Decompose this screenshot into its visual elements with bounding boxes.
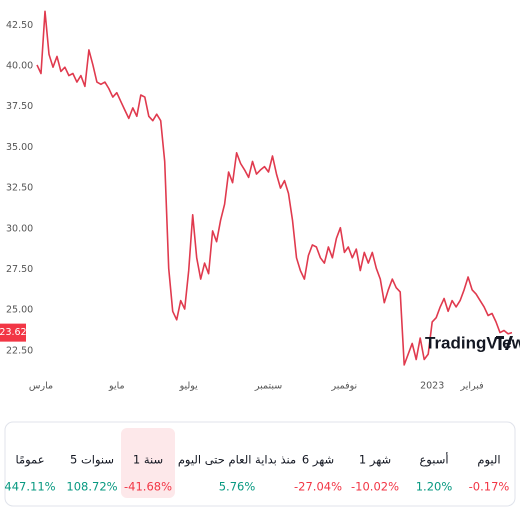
performance-item[interactable]: 6 شهر -27.04% bbox=[294, 453, 342, 494]
change-value: -0.17% bbox=[469, 480, 510, 494]
change-value: 447.11% bbox=[4, 480, 55, 494]
period-label: 5 سنوات bbox=[70, 453, 114, 468]
y-tick-label: 32.50 bbox=[6, 183, 33, 194]
period-label: 1 سنة bbox=[133, 453, 163, 467]
performance-item[interactable]: أسبوع 1.20% bbox=[416, 452, 453, 494]
period-label: اليوم bbox=[477, 453, 500, 468]
period-label: منذ بداية العام حتى اليوم bbox=[178, 453, 296, 468]
x-tick-label: مارس bbox=[29, 381, 53, 392]
performance-item[interactable]: 1 سنة -41.68% bbox=[121, 428, 175, 498]
y-tick-label: 30.00 bbox=[6, 223, 33, 234]
change-value: 108.72% bbox=[66, 480, 117, 494]
y-tick-label: 35.00 bbox=[6, 142, 33, 153]
watermark: TradingView bbox=[425, 333, 520, 352]
change-value: -10.02% bbox=[351, 480, 399, 494]
y-tick-label: 40.00 bbox=[6, 61, 33, 72]
performance-item[interactable]: 1 شهر -10.02% bbox=[351, 453, 399, 494]
x-tick-label: سبتمبر bbox=[254, 381, 282, 392]
performance-item[interactable]: اليوم -0.17% bbox=[469, 453, 510, 494]
change-value: -41.68% bbox=[124, 480, 172, 494]
y-tick-label: 42.50 bbox=[6, 20, 33, 31]
y-tick-label: 25.00 bbox=[6, 305, 33, 316]
performance-item[interactable]: 5 سنوات 108.72% bbox=[66, 453, 117, 494]
last-price-label: 23.62 bbox=[0, 327, 27, 338]
period-label: 6 شهر bbox=[302, 453, 334, 468]
period-label: عمومًا bbox=[15, 453, 44, 468]
logo-icon bbox=[496, 336, 513, 350]
x-tick-label: فبراير bbox=[459, 381, 483, 392]
x-tick-label: 2023 bbox=[420, 381, 444, 392]
change-value: 5.76% bbox=[219, 480, 256, 494]
price-line bbox=[36, 10, 513, 366]
change-value: 1.20% bbox=[416, 480, 453, 494]
performance-item[interactable]: عمومًا 447.11% bbox=[4, 453, 55, 494]
y-tick-label: 27.50 bbox=[6, 264, 33, 275]
period-label: أسبوع bbox=[419, 452, 448, 468]
performance-item[interactable]: منذ بداية العام حتى اليوم 5.76% bbox=[178, 453, 296, 494]
period-label: 1 شهر bbox=[359, 453, 391, 468]
y-tick-label: 37.50 bbox=[6, 101, 33, 112]
x-tick-label: نوفمبر bbox=[331, 381, 358, 392]
selected-highlight bbox=[121, 428, 175, 498]
x-tick-label: مايو bbox=[108, 381, 125, 392]
x-tick-label: يوليو bbox=[179, 381, 199, 392]
change-value: -27.04% bbox=[294, 480, 342, 494]
y-tick-label: 22.50 bbox=[6, 345, 33, 356]
last-price-box bbox=[0, 323, 26, 342]
